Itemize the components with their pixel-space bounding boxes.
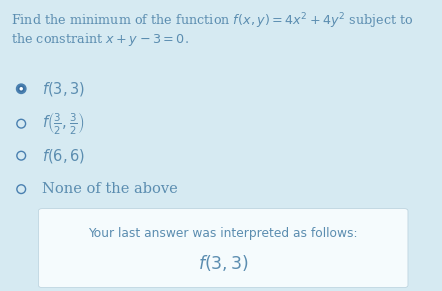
Text: Your last answer was interpreted as follows:: Your last answer was interpreted as foll… bbox=[88, 227, 358, 240]
Text: None of the above: None of the above bbox=[42, 182, 178, 196]
Ellipse shape bbox=[19, 87, 23, 91]
Text: the constraint $x + y - 3 = 0$.: the constraint $x + y - 3 = 0$. bbox=[11, 31, 189, 47]
Ellipse shape bbox=[17, 119, 26, 128]
Text: $f(3, 3)$: $f(3, 3)$ bbox=[198, 253, 249, 273]
Text: Find the minimum of the function $f(x, y) = 4x^2 + 4y^2$ subject to: Find the minimum of the function $f(x, y… bbox=[11, 12, 414, 31]
Text: $f(6, 6)$: $f(6, 6)$ bbox=[42, 147, 85, 165]
Ellipse shape bbox=[17, 151, 26, 160]
FancyBboxPatch shape bbox=[38, 209, 408, 288]
Ellipse shape bbox=[17, 84, 26, 93]
Text: $f\left(\frac{3}{2}, \frac{3}{2}\right)$: $f\left(\frac{3}{2}, \frac{3}{2}\right)$ bbox=[42, 111, 85, 137]
Ellipse shape bbox=[17, 185, 26, 194]
Text: $f(3, 3)$: $f(3, 3)$ bbox=[42, 80, 85, 98]
